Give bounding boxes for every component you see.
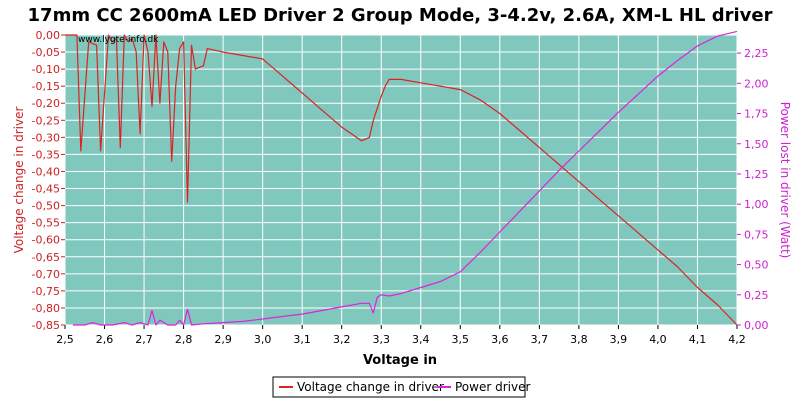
- x-tick-label: 3,3: [372, 333, 390, 346]
- series-power-driver: [72, 30, 738, 326]
- series-voltage-change: [65, 34, 738, 326]
- y-axis-left: 0,00 -0,05 -0,10 -0,15 -0,20 -0,25 -0,30 -0,35 -…: [32, 29, 65, 332]
- y-right-tick-label: 0,75: [744, 228, 769, 241]
- chart-title: 17mm CC 2600mA LED Driver 2 Group Mode, …: [28, 5, 773, 26]
- legend-box: [272, 376, 526, 398]
- x-tick-label: 2,9: [214, 333, 232, 346]
- x-tick-label: 3,4: [412, 333, 430, 346]
- x-tick-label: 2,5: [56, 333, 74, 346]
- y-left-tick-label: -0,40: [32, 165, 60, 178]
- y-right-tick-label: 2,00: [744, 77, 769, 90]
- y-left-tick-label: -0,45: [32, 183, 60, 196]
- y-left-tick-label: -0,30: [32, 131, 60, 144]
- y-left-tick-label: -0,75: [32, 285, 60, 298]
- x-tick-label: 3,2: [333, 333, 351, 346]
- x-tick-label: 3,1: [293, 333, 311, 346]
- series-layer: [65, 30, 738, 326]
- y-left-tick-label: -0,15: [32, 80, 60, 93]
- x-tick-label: 3,6: [491, 333, 509, 346]
- y-left-tick-label: -0,35: [32, 148, 60, 161]
- y-axis-right-label: Power lost in driver (Watt): [778, 102, 792, 259]
- watermark: www.lygte-info.dk: [78, 35, 159, 45]
- y-axis-left-label: Voltage change in driver: [12, 107, 26, 254]
- x-tick-label: 2,8: [175, 333, 193, 346]
- x-tick-label: 4,0: [649, 333, 667, 346]
- y-right-tick-label: 0,25: [744, 289, 769, 302]
- y-right-tick-label: 1,00: [744, 198, 769, 211]
- y-right-tick-label: 1,50: [744, 138, 769, 151]
- y-left-tick-label: 0,00: [36, 29, 61, 42]
- legend-label-power: Power driver: [455, 380, 530, 394]
- y-left-tick-label: -0,20: [32, 97, 60, 110]
- y-axis-right: 0,00 0,25 0,50 0,75 1,00 1,25 1,50 1,75 2,00 2,25: [737, 47, 769, 332]
- y-left-tick-label: -0,70: [32, 268, 60, 281]
- y-left-tick-label: -0,55: [32, 217, 60, 230]
- y-left-tick-label: -0,85: [32, 319, 60, 332]
- y-right-tick-label: 2,25: [744, 47, 769, 60]
- y-left-tick-label: -0,80: [32, 302, 60, 315]
- x-tick-label: 2,6: [96, 333, 114, 346]
- y-left-tick-label: -0,10: [32, 63, 60, 76]
- plot-area: [64, 34, 738, 326]
- y-right-tick-label: 1,25: [744, 168, 769, 181]
- legend: Voltage change in driver Power driver: [272, 376, 530, 398]
- x-tick-label: 4,2: [728, 333, 746, 346]
- legend-label-voltage: Voltage change in driver: [297, 380, 444, 394]
- y-right-tick-label: 0,00: [744, 319, 769, 332]
- y-right-tick-label: 1,75: [744, 108, 769, 121]
- y-left-tick-label: -0,25: [32, 114, 60, 127]
- y-left-tick-label: -0,50: [32, 200, 60, 213]
- y-left-tick-label: -0,60: [32, 234, 60, 247]
- x-tick-label: 3,7: [531, 333, 549, 346]
- x-tick-label: 3,5: [452, 333, 470, 346]
- x-tick-label: 3,9: [610, 333, 628, 346]
- x-axis-label: Voltage in: [363, 353, 437, 368]
- x-axis: 2,5 2,6 2,7 2,8 2,9 3,0 3,1 3,2 3,3 3,4 3,5 3,6 3,7 3…: [56, 325, 746, 346]
- x-tick-label: 3,0: [254, 333, 272, 346]
- y-right-tick-label: 0,50: [744, 259, 769, 272]
- x-tick-label: 3,8: [570, 333, 588, 346]
- y-left-tick-label: -0,05: [32, 46, 60, 59]
- grid: [64, 34, 738, 326]
- x-tick-label: 2,7: [135, 333, 153, 346]
- x-tick-label: 4,1: [689, 333, 707, 346]
- y-left-tick-label: -0,65: [32, 251, 60, 264]
